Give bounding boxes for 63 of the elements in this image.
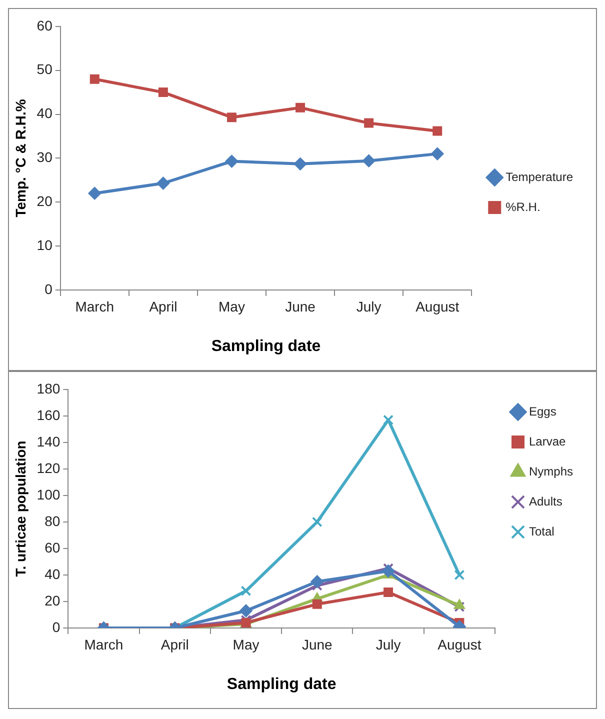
point <box>240 586 252 596</box>
legend-label: Larvae <box>528 434 566 448</box>
y-tick-label: 20 <box>44 592 60 608</box>
x-tick-label: April <box>149 298 178 314</box>
y-tick-label: 100 <box>36 486 60 502</box>
point <box>156 176 170 190</box>
point <box>384 587 394 597</box>
y-tick-label: 20 <box>36 192 53 209</box>
x-tick-label: March <box>75 298 114 314</box>
x-tick-label: July <box>356 298 382 314</box>
y-axis-title: Temp. °C & R.H.% <box>12 98 28 218</box>
point <box>432 126 442 136</box>
point <box>88 186 102 200</box>
legend-label: Eggs <box>528 404 556 418</box>
point <box>90 74 100 84</box>
point <box>383 414 394 426</box>
legend-label: Adults <box>528 494 562 508</box>
y-tick-label: 120 <box>36 460 60 476</box>
x-tick-label: May <box>218 298 245 314</box>
y-tick-label: 50 <box>36 61 53 78</box>
point <box>362 154 376 168</box>
legend-label: Total <box>528 524 554 538</box>
point <box>294 157 307 170</box>
legend-label: %R.H. <box>506 200 540 214</box>
point <box>454 598 466 609</box>
x-tick-label: June <box>302 636 333 652</box>
y-tick-label: 60 <box>44 539 60 556</box>
x-tick-label: June <box>285 298 316 314</box>
x-axis-title: Sampling date <box>226 676 336 693</box>
legend-label: Temperature <box>506 170 574 184</box>
y-tick-label: 40 <box>44 566 60 582</box>
x-tick-label: May <box>232 636 260 652</box>
point <box>430 147 444 160</box>
x-tick-label: July <box>376 636 401 652</box>
point <box>454 602 465 612</box>
point <box>312 516 322 528</box>
point <box>364 118 374 128</box>
point <box>382 564 395 578</box>
point <box>310 575 324 588</box>
y-tick-label: 30 <box>36 149 53 166</box>
y-tick-label: 80 <box>44 512 60 529</box>
y-tick-label: 0 <box>52 618 60 635</box>
y-tick-label: 60 <box>36 17 53 34</box>
x-tick-label: March <box>84 636 124 652</box>
y-axis-title: T. urticae population <box>12 440 28 577</box>
y-tick-label: 10 <box>36 236 53 253</box>
x-tick-label: August <box>416 298 460 314</box>
y-tick-label: 140 <box>36 433 60 450</box>
point <box>240 604 253 618</box>
point <box>296 102 306 112</box>
point <box>226 112 236 122</box>
y-tick-label: 180 <box>36 380 60 396</box>
point <box>158 88 168 98</box>
point <box>312 599 322 609</box>
y-tick-label: 40 <box>36 105 53 122</box>
x-tick-label: August <box>438 636 482 652</box>
point <box>225 154 238 168</box>
x-tick-label: April <box>160 636 189 652</box>
x-axis-title: Sampling date <box>211 338 321 355</box>
point <box>454 570 465 580</box>
y-tick-label: 160 <box>36 406 60 423</box>
y-tick-label: 0 <box>44 280 53 297</box>
legend-label: Nymphs <box>528 464 574 478</box>
